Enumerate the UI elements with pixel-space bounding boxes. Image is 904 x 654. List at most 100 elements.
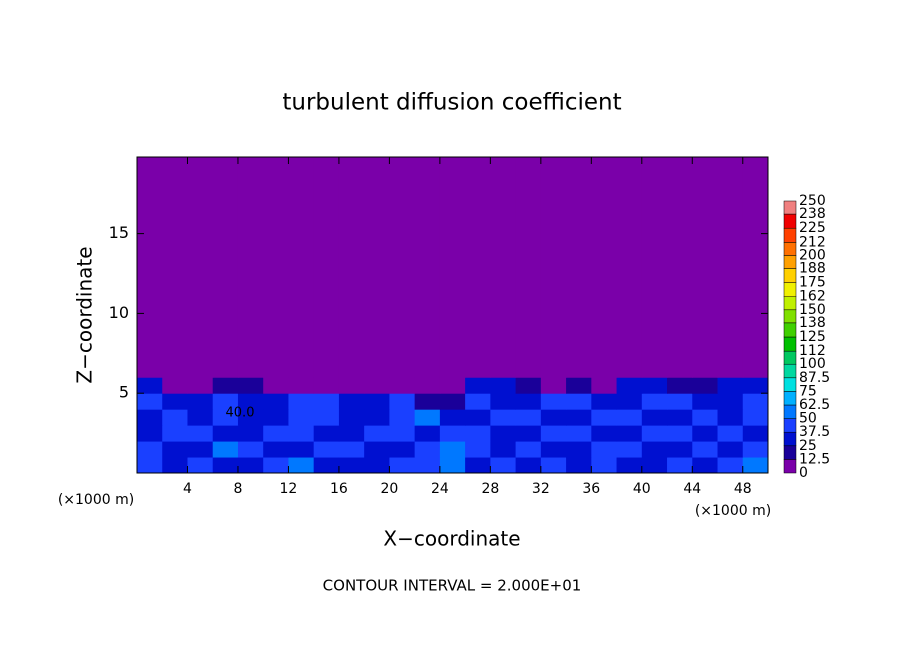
heat-cell (313, 157, 340, 378)
x-unit: (×1000 m) (695, 503, 771, 519)
heat-cell (465, 157, 491, 378)
x-tick-label: 36 (582, 481, 600, 497)
heat-cell (667, 457, 693, 474)
colorbar-label: 150 (799, 302, 826, 318)
contour-interval: CONTOUR INTERVAL = 2.000E+01 (323, 577, 582, 595)
heat-cell (162, 157, 188, 378)
heat-cell (692, 425, 719, 442)
heat-cell (717, 409, 744, 426)
heat-cell (187, 457, 214, 474)
colorbar-label: 225 (799, 220, 826, 236)
heat-cell (414, 377, 441, 394)
heat-cell (566, 441, 592, 458)
heat-cell (465, 441, 491, 458)
heat-cell (389, 457, 416, 474)
heat-cell (692, 157, 719, 378)
heat-cell (641, 393, 668, 410)
heat-cell (616, 425, 643, 442)
heat-cell (616, 393, 643, 410)
contour-label: 40.0 (226, 406, 255, 421)
colorbar-label: 62.5 (799, 397, 830, 413)
heat-cell (338, 457, 365, 474)
heat-cell (288, 457, 315, 474)
heat-cell (641, 157, 668, 378)
colorbar-label: 0 (799, 465, 808, 481)
heat-cell (162, 377, 188, 394)
colorbar-label: 100 (799, 356, 826, 372)
heat-cell (162, 425, 188, 442)
heat-cell (616, 441, 643, 458)
x-tick-label: 20 (380, 481, 398, 497)
heat-cell (162, 393, 188, 410)
heat-cell (540, 409, 567, 426)
colorbar-label: 138 (799, 315, 826, 331)
heat-cell (439, 393, 466, 410)
y-unit: (×1000 m) (58, 492, 134, 508)
heat-cell (237, 441, 264, 458)
heat-cell (389, 393, 416, 410)
heat-cell (389, 377, 416, 394)
heat-cell (439, 441, 466, 458)
heat-cell (566, 425, 592, 442)
heat-cell (667, 409, 693, 426)
heat-cell (667, 425, 693, 442)
heat-cell (187, 409, 214, 426)
heat-cell (389, 157, 416, 378)
heat-cell (490, 409, 517, 426)
x-tick-label: 16 (330, 481, 348, 497)
heat-cell (364, 409, 390, 426)
heat-cell (742, 441, 769, 458)
colorbar-band (783, 404, 797, 419)
heat-cell (591, 393, 618, 410)
colorbar-band (783, 213, 797, 229)
colorbar-label: 125 (799, 329, 826, 345)
colorbar-label: 162 (799, 289, 826, 305)
heat-cell (641, 425, 668, 442)
heat-cell (263, 409, 289, 426)
heat-cell (212, 409, 239, 426)
heat-cell (212, 157, 239, 378)
heat-cell (540, 157, 567, 378)
heat-cell (742, 157, 769, 378)
colorbar-band (783, 363, 797, 379)
colorbar-band (783, 322, 797, 338)
heat-cell (439, 377, 466, 394)
heat-cell (717, 457, 744, 474)
heat-cell (187, 441, 214, 458)
heat-cell (414, 393, 441, 410)
heat-cell (692, 441, 719, 458)
heat-cell (389, 441, 416, 458)
heat-cell (237, 457, 264, 474)
heat-cell (187, 393, 214, 410)
heat-cell (540, 377, 567, 394)
colorbar-label: 75 (799, 383, 817, 399)
heat-cell (540, 441, 567, 458)
colorbar-label: 87.5 (799, 370, 830, 386)
heat-cell (566, 377, 592, 394)
heat-cell (490, 425, 517, 442)
heat-cell (540, 425, 567, 442)
heat-cell (515, 457, 542, 474)
x-axis-label: X−coordinate (383, 527, 520, 551)
heat-cell (667, 157, 693, 378)
heat-cell (692, 457, 719, 474)
heat-cell (717, 425, 744, 442)
colorbar-label: 188 (799, 260, 826, 276)
heat-cell (692, 377, 719, 394)
heat-cell (313, 425, 340, 442)
heat-cell (641, 457, 668, 474)
heat-cell (692, 409, 719, 426)
heat-cell (212, 425, 239, 442)
heat-cell (263, 441, 289, 458)
heat-cell (364, 393, 390, 410)
heat-cell (137, 457, 163, 474)
heat-cell (490, 157, 517, 378)
heat-cell (641, 409, 668, 426)
heat-cell (616, 157, 643, 378)
heat-cell (414, 457, 441, 474)
heat-cell (439, 409, 466, 426)
x-tick-label: 24 (431, 481, 449, 497)
heat-cell (692, 393, 719, 410)
heat-cell (162, 409, 188, 426)
heat-cell (515, 441, 542, 458)
